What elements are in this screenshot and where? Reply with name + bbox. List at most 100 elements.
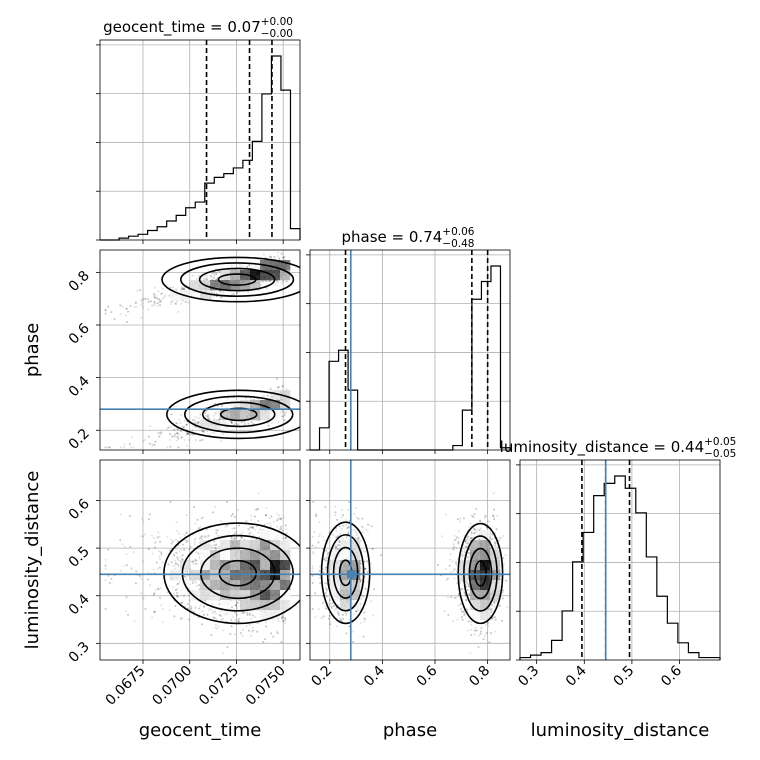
- sample-point: [210, 633, 213, 636]
- sample-point: [180, 601, 183, 604]
- sample-point: [177, 564, 180, 567]
- sample-point: [186, 432, 189, 435]
- sample-point: [188, 548, 191, 551]
- sample-point: [232, 615, 235, 618]
- sample-point: [183, 419, 186, 422]
- sample-point: [249, 526, 252, 529]
- sample-point: [272, 635, 275, 638]
- sample-point: [147, 435, 150, 438]
- sample-point: [192, 614, 195, 617]
- sample-point: [265, 514, 268, 517]
- sample-point: [275, 283, 278, 286]
- sample-point: [205, 274, 208, 277]
- sample-point: [122, 446, 125, 449]
- sample-point: [193, 506, 196, 509]
- sample-point: [155, 561, 158, 564]
- sample-point: [277, 620, 280, 623]
- sample-point: [213, 417, 216, 420]
- sample-point: [186, 602, 189, 605]
- sample-point: [153, 546, 156, 549]
- sample-point: [169, 445, 172, 448]
- density-cell: [220, 410, 231, 421]
- sample-point: [198, 537, 201, 540]
- sample-point: [160, 292, 163, 295]
- sample-point: [169, 286, 172, 289]
- sample-point: [220, 296, 223, 299]
- sample-point: [252, 534, 255, 537]
- sample-point: [252, 527, 255, 530]
- sample-point: [203, 535, 206, 538]
- sample-point: [147, 435, 150, 438]
- sample-point: [217, 405, 220, 408]
- sample-point: [187, 432, 190, 435]
- sample-point: [174, 302, 177, 305]
- sample-point: [213, 277, 216, 280]
- sample-point: [285, 387, 288, 390]
- sample-point: [173, 435, 176, 438]
- sample-point: [226, 612, 229, 615]
- sample-point: [159, 587, 162, 590]
- sample-point: [175, 300, 178, 303]
- sample-point: [202, 430, 205, 433]
- sample-point: [269, 387, 272, 390]
- sample-point: [177, 446, 180, 449]
- sample-point: [195, 426, 198, 429]
- sample-point: [113, 317, 116, 320]
- sample-point: [110, 577, 113, 580]
- sample-point: [158, 435, 161, 438]
- sample-point: [134, 570, 137, 573]
- sample-point: [183, 594, 186, 597]
- density-cell: [280, 270, 291, 281]
- sample-point: [251, 526, 254, 529]
- sample-point: [280, 252, 283, 255]
- sample-point: [134, 302, 137, 305]
- sample-point: [130, 568, 133, 571]
- density-cell: [250, 410, 261, 421]
- sample-point: [158, 431, 161, 434]
- sample-point: [206, 613, 209, 616]
- sample-point: [265, 621, 268, 624]
- sample-point: [237, 620, 240, 623]
- density-cell: [250, 260, 261, 271]
- sample-point: [141, 517, 144, 520]
- sample-point: [198, 584, 201, 587]
- sample-point: [161, 621, 164, 624]
- sample-point: [195, 559, 198, 562]
- density-cell: [230, 400, 241, 411]
- sample-point: [212, 616, 215, 619]
- sample-point: [147, 578, 150, 581]
- sample-point: [128, 515, 131, 518]
- sample-point: [113, 317, 116, 320]
- sample-point: [219, 614, 222, 617]
- density-cell: [240, 410, 251, 421]
- sample-point: [220, 296, 223, 299]
- sample-point: [107, 574, 110, 577]
- sample-point: [183, 425, 186, 428]
- sample-point: [142, 520, 145, 523]
- sample-point: [142, 306, 145, 309]
- sample-point: [229, 633, 232, 636]
- sample-point: [160, 604, 163, 607]
- sample-point: [215, 292, 218, 295]
- sample-point: [153, 592, 156, 595]
- sample-point: [242, 611, 245, 614]
- sample-point: [167, 563, 170, 566]
- sample-point: [156, 302, 159, 305]
- sample-point: [215, 548, 218, 551]
- sample-point: [107, 574, 110, 577]
- sample-point: [174, 562, 177, 565]
- sample-point: [140, 577, 143, 580]
- sample-point: [199, 413, 202, 416]
- sample-point: [277, 517, 280, 520]
- sample-point: [237, 602, 240, 605]
- sample-point: [246, 266, 249, 269]
- sample-point: [142, 440, 145, 443]
- sample-point: [171, 435, 174, 438]
- sample-point: [213, 431, 216, 434]
- sample-point: [277, 386, 280, 389]
- sample-point: [255, 525, 258, 528]
- sample-point: [280, 281, 283, 284]
- sample-point: [174, 588, 177, 591]
- sample-point: [185, 284, 188, 287]
- sample-point: [180, 436, 183, 439]
